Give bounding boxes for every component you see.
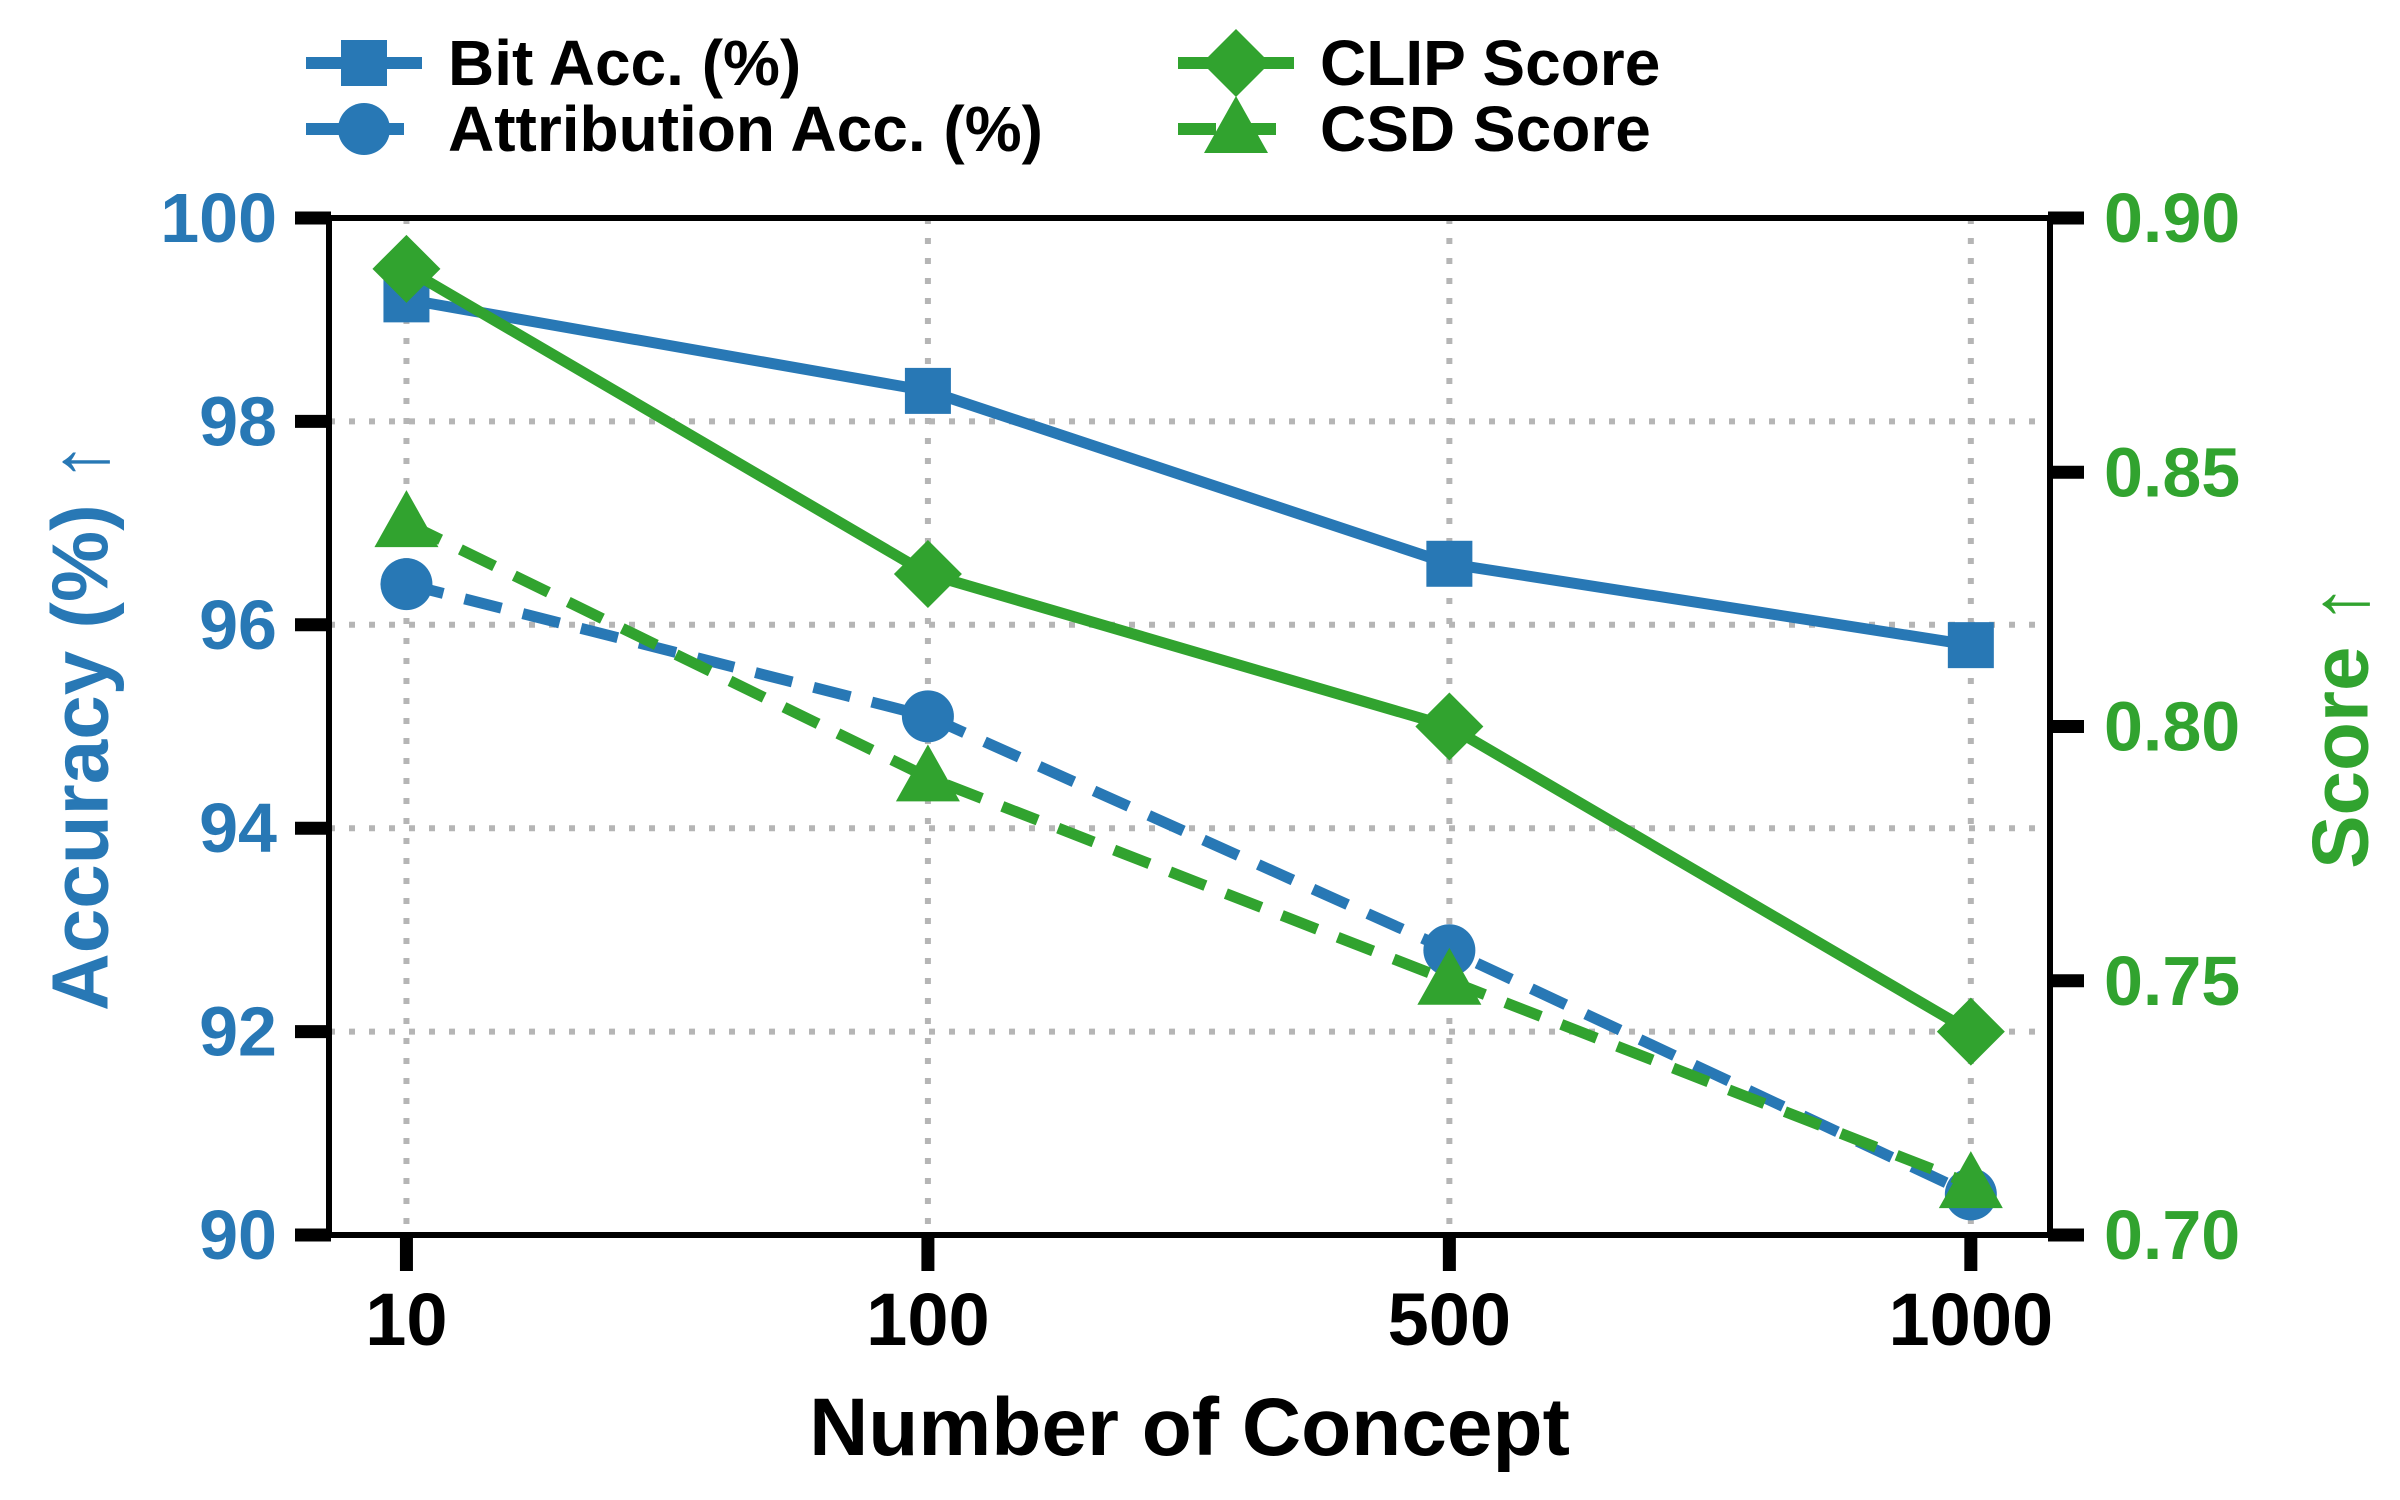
data-point-diamond (372, 234, 441, 303)
x-axis-title: Number of Concept (809, 1382, 1570, 1473)
data-point-triangle (1417, 947, 1482, 1005)
data-point-square (1426, 540, 1473, 587)
right-axis-tick-label: 0.80 (2104, 688, 2240, 766)
legend-label: CLIP Score (1320, 27, 1660, 99)
legend-marker-circle (338, 103, 390, 155)
series-line-diamond (403, 264, 1974, 1037)
right-axis-tick-label: 0.75 (2104, 942, 2240, 1020)
data-point-circle (901, 690, 954, 743)
x-axis-tick-label: 1000 (1889, 1278, 2054, 1361)
legend-label: Attribution Acc. (%) (448, 93, 1043, 165)
x-axis-tick-label: 10 (365, 1278, 447, 1361)
data-point-diamond (1415, 692, 1484, 761)
right-axis-tick-label: 0.90 (2104, 179, 2240, 257)
data-point-square (904, 367, 951, 414)
left-axis-tick-label: 94 (199, 789, 277, 867)
data-point-diamond (1936, 997, 2005, 1066)
series-line-triangle (404, 518, 1973, 1190)
left-axis-title: Accuracy (%) ↑ (36, 442, 125, 1011)
legend-marker-square (341, 40, 387, 86)
data-point-triangle (374, 490, 439, 548)
data-point-circle (380, 558, 433, 611)
legend-label: CSD Score (1320, 93, 1651, 165)
data-point-diamond (893, 539, 962, 608)
x-axis-tick-label: 500 (1388, 1278, 1511, 1361)
legend-marker-triangle (1204, 96, 1268, 153)
series-line-circle (405, 578, 1974, 1200)
right-axis-title: Score ↑ (2296, 584, 2385, 869)
legend-marker-diamond (1202, 29, 1270, 97)
series-line-square (405, 293, 1972, 651)
data-point-square (1947, 622, 1994, 669)
right-axis-tick-label: 0.85 (2104, 433, 2240, 511)
x-axis-tick-label: 100 (866, 1278, 989, 1361)
left-axis-tick-label: 90 (199, 1196, 277, 1274)
left-axis-tick-label: 98 (199, 382, 277, 460)
left-axis-tick-label: 96 (199, 586, 277, 664)
data-point-triangle (1938, 1151, 2003, 1209)
left-axis-tick-label: 100 (160, 179, 277, 257)
left-axis-tick-label: 92 (199, 993, 277, 1071)
data-point-triangle (895, 744, 960, 802)
right-axis-tick-label: 0.70 (2104, 1196, 2240, 1274)
legend-label: Bit Acc. (%) (448, 27, 801, 99)
